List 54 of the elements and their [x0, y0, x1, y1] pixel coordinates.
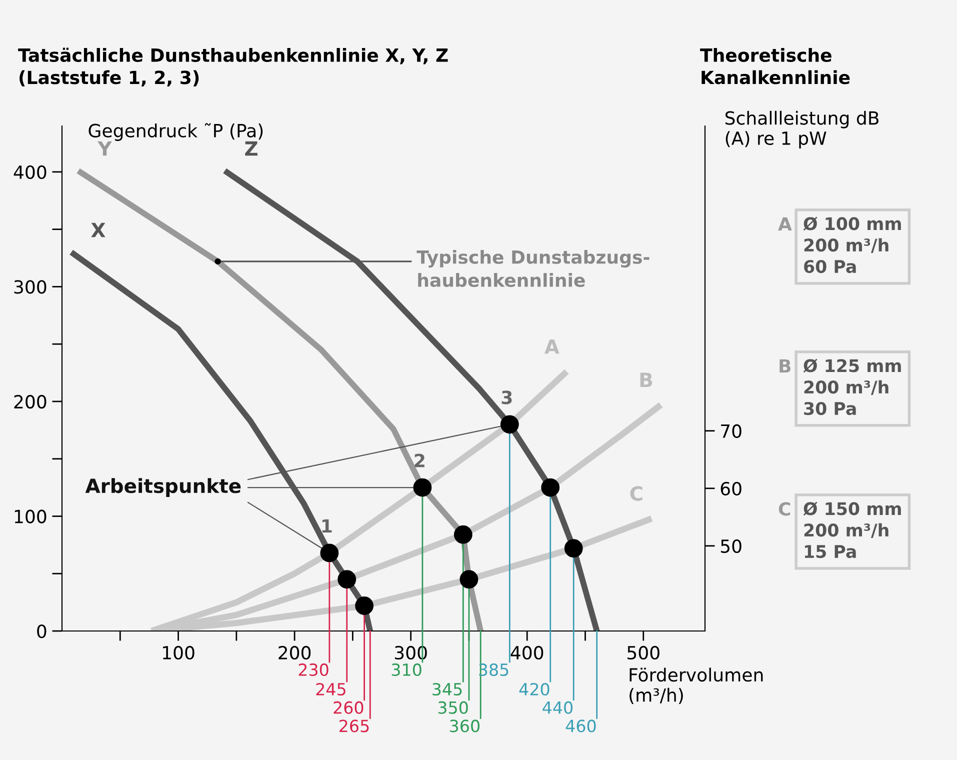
annotation: 1 [322, 519, 332, 533]
annotation: 420 [519, 682, 550, 696]
y2-tick-label: 70 [721, 424, 742, 438]
annotation: 260 [334, 701, 364, 714]
point [338, 570, 356, 589]
y-axis-title: Gegendruck ˜P (Pa) [88, 123, 263, 141]
point [454, 525, 472, 544]
y-tick-label: 300 [14, 280, 46, 294]
x-tick-label: 500 [628, 646, 660, 660]
point [460, 570, 478, 589]
text: A [778, 217, 792, 231]
x-tick-label: 200 [278, 646, 311, 660]
annotation: 3 [502, 390, 512, 404]
y2-tick-label: 50 [720, 539, 742, 553]
annotation: 245 [316, 682, 346, 696]
y-tick-label: 400 [14, 165, 46, 180]
annotation: Arbeitspunkte [85, 478, 241, 497]
series-label: C [630, 486, 642, 501]
y-tick-label: 200 [14, 394, 46, 409]
annotation: 310 [392, 663, 422, 676]
point [355, 596, 374, 615]
annotation: 460 [566, 720, 596, 732]
annotation: 440 [542, 701, 572, 714]
annotation: 265 [340, 720, 369, 732]
text: B [780, 359, 790, 373]
text: Ø 125 mm 200 m³/h 30 Pa [803, 358, 901, 416]
text: Theoretische Kanalkennlinie [700, 48, 850, 84]
point [564, 539, 583, 558]
text: Ø 150 mm 200 m³/h 15 Pa [803, 502, 901, 558]
x-tick-label: 400 [510, 646, 544, 660]
annotation: 230 [298, 663, 328, 676]
text: C [778, 502, 790, 516]
series-label: Z [245, 141, 258, 156]
point [320, 544, 339, 562]
chart-title: Tatsächliche Dunsthaubenkennlinie X, Y, Z (Laststufe 1, 2, 3) [18, 48, 448, 87]
annotation: Typische Dunstabzugs- haubenkennlinie [416, 250, 650, 288]
series-label: Y [98, 141, 112, 156]
y-tick-label: 100 [14, 510, 46, 524]
annotation: 2 [414, 454, 424, 468]
annotation: 345 [432, 682, 462, 696]
point [541, 478, 560, 497]
series-label: B [640, 372, 652, 387]
series-label: A [544, 340, 560, 354]
series-label: X [91, 222, 106, 238]
text: Ø 100 mm 200 m³/h 60 Pa [803, 216, 901, 274]
point [500, 415, 519, 434]
y2-axis-title: Schallleistung dB (A) re 1 pW [725, 110, 879, 149]
annotation: 350 [438, 701, 468, 714]
y-tick-label: 0 [37, 624, 46, 638]
y2-tick-label: 60 [720, 482, 742, 496]
annotation: 360 [450, 720, 480, 732]
x-tick-label: 100 [163, 646, 194, 660]
x-axis-title: Fördervolumen (m³/h) [630, 668, 763, 704]
point [413, 478, 432, 497]
